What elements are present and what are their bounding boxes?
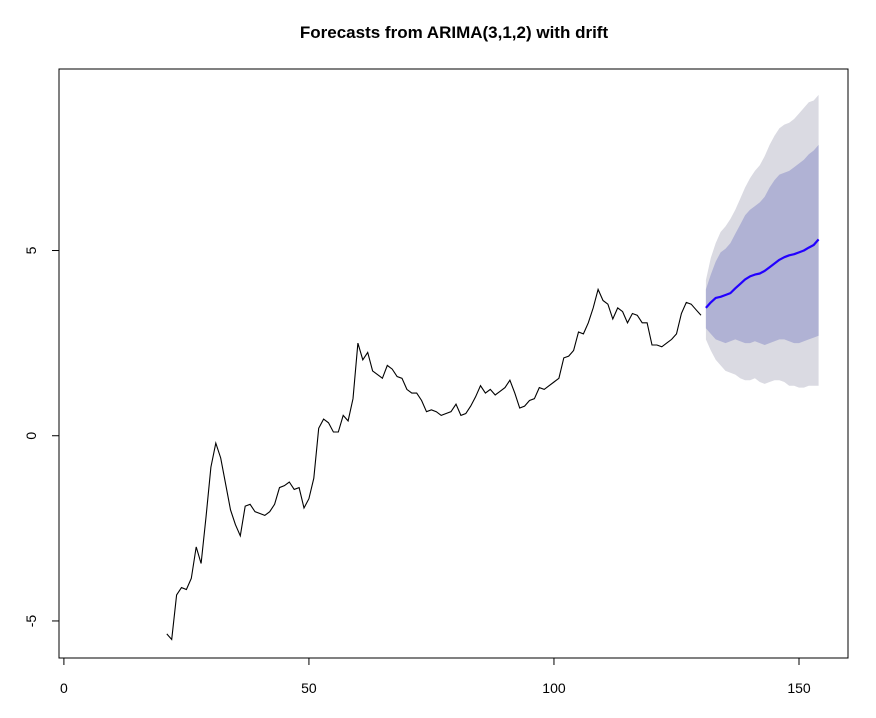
x-tick-label: 50 [301,680,317,696]
y-tick-label: 0 [23,432,39,440]
y-axis: -5 0 5 [23,246,60,628]
series-lines [166,238,820,641]
x-tick-label: 150 [787,680,811,696]
y-tick-label: 5 [23,246,39,254]
x-tick-label: 100 [542,680,566,696]
forecast-intervals [705,94,819,388]
y-tick-label: -5 [23,615,39,628]
x-tick-label: 0 [60,680,68,696]
band-80 [705,144,819,345]
forecast-mean-line [705,238,820,309]
history-line [166,287,702,641]
x-axis: 0 50 100 150 [60,657,811,696]
chart-title: Forecasts from ARIMA(3,1,2) with drift [300,23,609,42]
